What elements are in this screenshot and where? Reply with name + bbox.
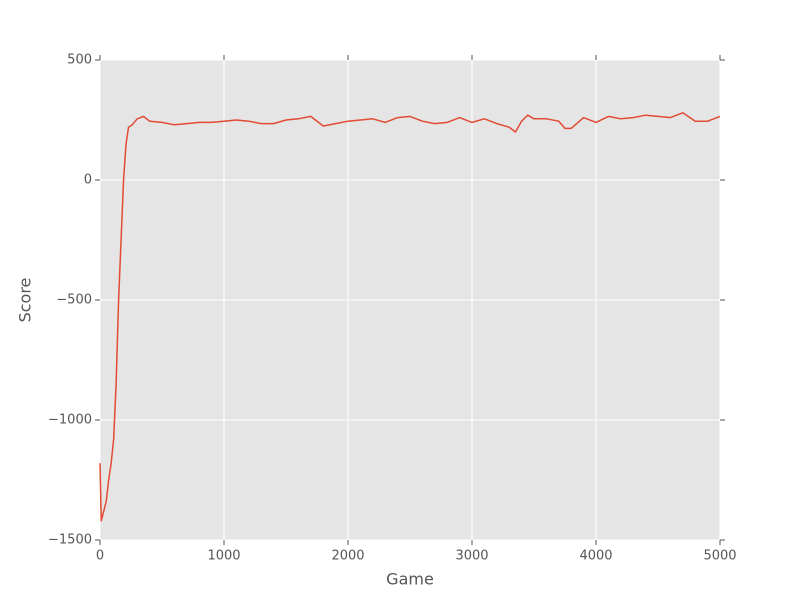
x-tick-label: 5000 (703, 549, 736, 564)
x-tick-label: 0 (96, 549, 104, 564)
x-tick-label: 2000 (331, 549, 364, 564)
data-line (99, 112, 721, 522)
y-tick-label: −1500 (48, 533, 92, 548)
x-axis-label: Game (386, 570, 434, 589)
y-tick-label: −500 (56, 293, 92, 308)
x-tick-label: 4000 (579, 549, 612, 564)
y-tick-label: 500 (67, 53, 92, 68)
y-axis-label: Score (16, 278, 35, 323)
x-tick-label: 1000 (207, 549, 240, 564)
y-tick-label: 0 (84, 173, 92, 188)
y-tick-label: −1000 (48, 413, 92, 428)
x-tick-label: 3000 (455, 549, 488, 564)
